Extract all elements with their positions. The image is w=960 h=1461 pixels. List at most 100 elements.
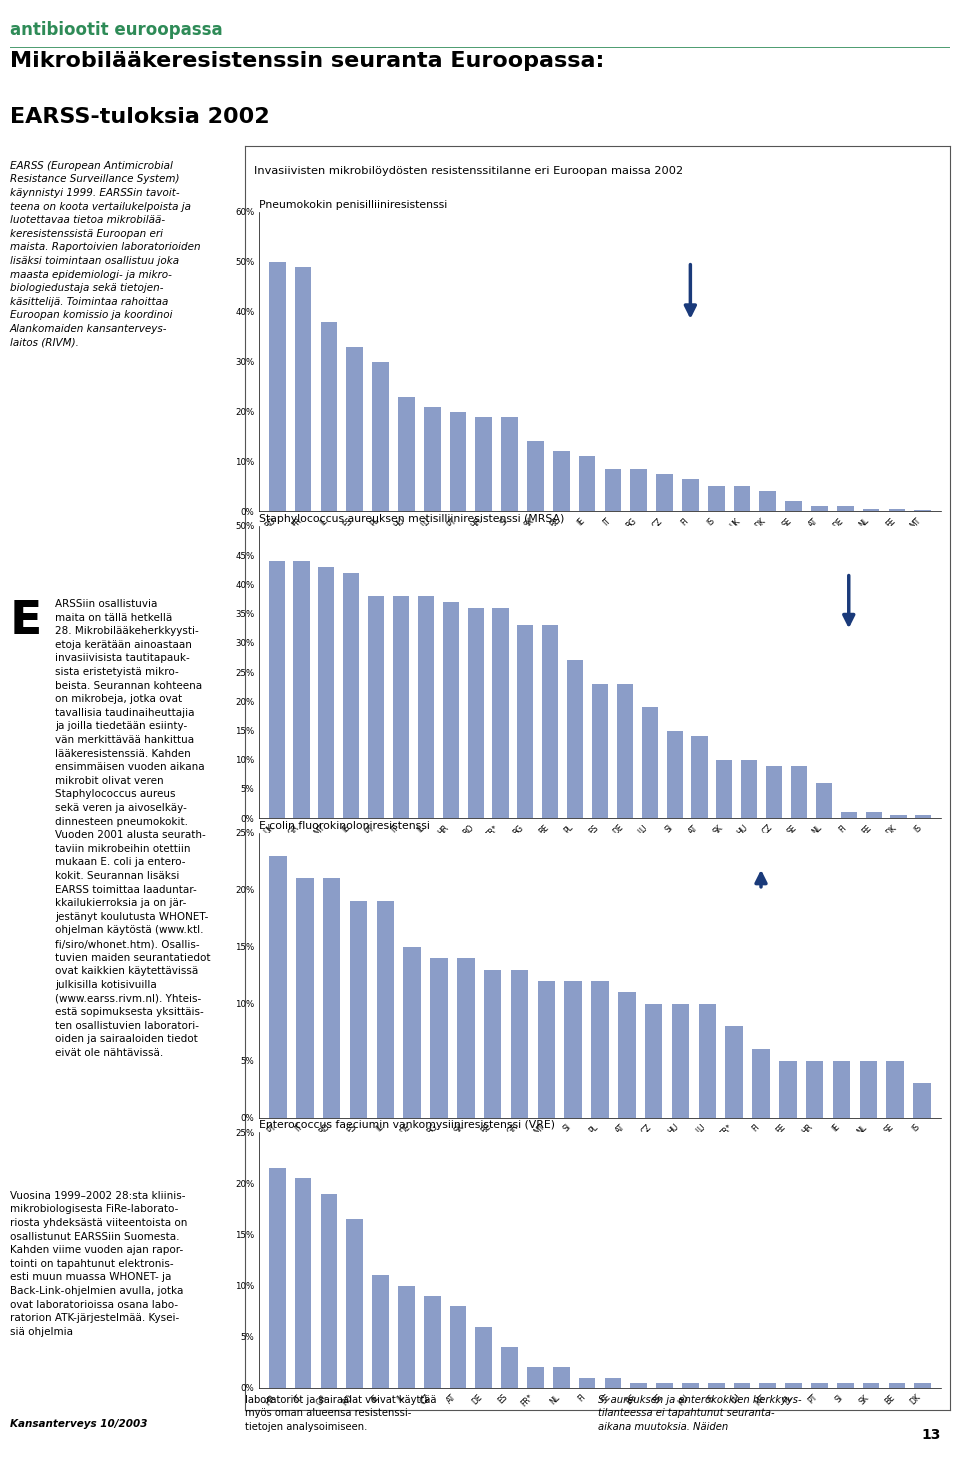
Bar bbox=[889, 1382, 905, 1388]
Bar bbox=[269, 856, 287, 1118]
Bar bbox=[691, 736, 708, 818]
Bar bbox=[591, 980, 609, 1118]
Bar bbox=[538, 980, 555, 1118]
Bar bbox=[376, 901, 394, 1118]
Bar bbox=[553, 451, 569, 511]
Bar bbox=[430, 958, 447, 1118]
Bar bbox=[579, 456, 595, 511]
Bar bbox=[393, 596, 409, 818]
Bar bbox=[753, 1049, 770, 1118]
Bar bbox=[443, 602, 459, 818]
Bar bbox=[592, 684, 608, 818]
Text: Pneumokokin penisilliiniresistenssi: Pneumokokin penisilliiniresistenssi bbox=[259, 200, 447, 210]
Text: Staphylococcus aureuksen metisilliiniresistenssi (MRSA): Staphylococcus aureuksen metisilliinires… bbox=[259, 514, 564, 524]
Bar bbox=[631, 1382, 647, 1388]
Bar bbox=[501, 1347, 518, 1388]
Bar bbox=[347, 346, 363, 511]
Bar bbox=[811, 1382, 828, 1388]
Text: EARSS (European Antimicrobial
Resistance Surveillance System)
käynnistyi 1999. E: EARSS (European Antimicrobial Resistance… bbox=[10, 161, 201, 348]
Bar bbox=[816, 783, 832, 818]
Bar bbox=[915, 815, 931, 818]
Text: Invasiivisten mikrobilöydösten resistenssitilanne eri Euroopan maissa 2002: Invasiivisten mikrobilöydösten resistens… bbox=[254, 167, 684, 175]
Bar bbox=[294, 561, 309, 818]
Bar bbox=[567, 660, 584, 818]
Bar bbox=[780, 1061, 797, 1118]
Bar bbox=[785, 1382, 802, 1388]
Bar bbox=[368, 596, 384, 818]
Bar bbox=[542, 625, 559, 818]
Bar bbox=[785, 501, 802, 511]
Bar bbox=[423, 1296, 441, 1388]
Bar bbox=[631, 469, 647, 511]
Bar bbox=[837, 1382, 853, 1388]
Bar bbox=[449, 1306, 467, 1388]
Bar bbox=[501, 416, 518, 511]
Bar bbox=[913, 1084, 931, 1118]
Bar bbox=[349, 901, 368, 1118]
Bar bbox=[553, 1367, 569, 1388]
Bar bbox=[656, 1382, 673, 1388]
Bar bbox=[295, 267, 311, 511]
Bar bbox=[319, 567, 334, 818]
Bar bbox=[616, 684, 633, 818]
Bar bbox=[527, 441, 544, 511]
Bar bbox=[666, 730, 683, 818]
Bar bbox=[889, 508, 905, 511]
Text: Enterococcus faeciumin vankomysiiniresistenssi (VRE): Enterococcus faeciumin vankomysiiniresis… bbox=[259, 1121, 555, 1131]
Text: E.colin fluorokinoloniresistenssi: E.colin fluorokinoloniresistenssi bbox=[259, 821, 430, 831]
Bar bbox=[733, 487, 751, 511]
Bar bbox=[699, 1004, 716, 1118]
Bar bbox=[398, 1286, 415, 1388]
Bar bbox=[321, 1194, 337, 1388]
Bar bbox=[859, 1061, 877, 1118]
Bar bbox=[716, 760, 732, 818]
Bar bbox=[295, 1178, 311, 1388]
Text: S. aureuksen ja enterokokkien herkkyys-
tilanteessa ei tapahtunut seuranta-
aika: S. aureuksen ja enterokokkien herkkyys- … bbox=[597, 1395, 802, 1432]
Bar bbox=[886, 1061, 904, 1118]
Text: antibiootit euroopassa: antibiootit euroopassa bbox=[10, 20, 222, 39]
Bar bbox=[511, 970, 528, 1118]
Bar bbox=[837, 507, 853, 511]
Bar bbox=[323, 878, 341, 1118]
Bar bbox=[645, 1004, 662, 1118]
Bar bbox=[682, 1382, 699, 1388]
Bar bbox=[759, 1382, 777, 1388]
Bar bbox=[457, 958, 474, 1118]
Bar bbox=[403, 947, 420, 1118]
Text: laboratoriot ja sairaalat voivat käyttää
myös oman alueensa resistenssi-
tietoje: laboratoriot ja sairaalat voivat käyttää… bbox=[245, 1395, 436, 1432]
Bar bbox=[423, 406, 441, 511]
Bar bbox=[791, 766, 807, 818]
Bar bbox=[418, 596, 434, 818]
Bar bbox=[759, 491, 777, 511]
Bar bbox=[841, 812, 857, 818]
Bar bbox=[641, 707, 658, 818]
Bar bbox=[269, 561, 285, 818]
Bar bbox=[398, 396, 415, 511]
Text: E: E bbox=[10, 599, 42, 644]
Text: 13: 13 bbox=[922, 1429, 941, 1442]
Bar bbox=[321, 321, 337, 511]
Text: Vuosina 1999–2002 28:sta kliinis-
mikrobiologisesta FiRe-laborato-
riosta yhdeks: Vuosina 1999–2002 28:sta kliinis- mikrob… bbox=[10, 1191, 187, 1337]
Bar bbox=[564, 980, 582, 1118]
Bar bbox=[372, 1275, 389, 1388]
Bar bbox=[296, 878, 314, 1118]
Bar bbox=[708, 1382, 725, 1388]
Bar bbox=[579, 1378, 595, 1388]
Bar bbox=[806, 1061, 824, 1118]
Text: ARSSiin osallistuvia
maita on tällä hetkellä
28. Mikrobilääkeherkkyysti-
etoja k: ARSSiin osallistuvia maita on tällä hetk… bbox=[55, 599, 210, 1058]
Bar bbox=[449, 412, 467, 511]
Bar bbox=[811, 507, 828, 511]
Bar bbox=[269, 1169, 286, 1388]
Bar bbox=[914, 1382, 931, 1388]
Bar bbox=[766, 766, 782, 818]
Text: Kansanterveys 10/2003: Kansanterveys 10/2003 bbox=[10, 1420, 147, 1429]
Bar bbox=[527, 1367, 544, 1388]
Bar bbox=[733, 1382, 751, 1388]
Bar bbox=[475, 1327, 492, 1388]
Bar bbox=[682, 479, 699, 511]
Bar bbox=[347, 1218, 363, 1388]
Bar bbox=[708, 487, 725, 511]
Text: EARSS-tuloksia 2002: EARSS-tuloksia 2002 bbox=[10, 108, 269, 127]
Bar bbox=[672, 1004, 689, 1118]
Bar bbox=[468, 608, 484, 818]
